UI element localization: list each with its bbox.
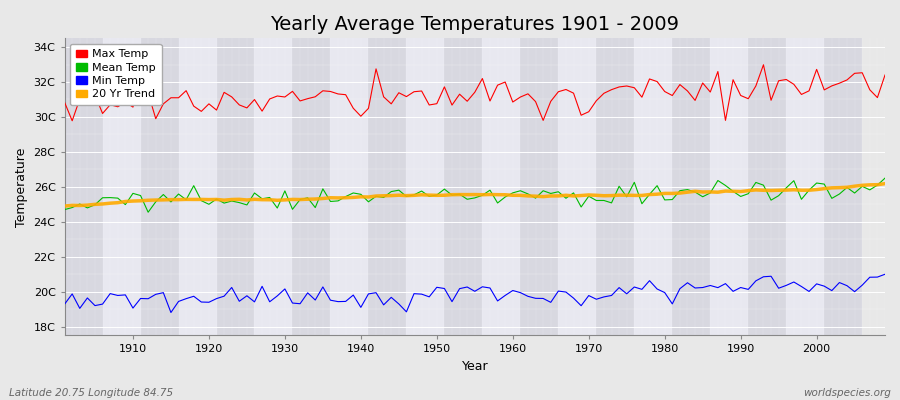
Bar [255,38,292,336]
Bar [748,38,787,336]
Bar [407,38,445,336]
Bar [482,38,520,336]
Bar [558,38,597,336]
Bar [710,38,748,336]
Bar [368,38,407,336]
Legend: Max Temp, Mean Temp, Min Temp, 20 Yr Trend: Max Temp, Mean Temp, Min Temp, 20 Yr Tre… [70,44,161,105]
X-axis label: Year: Year [462,360,488,373]
Bar [634,38,672,336]
Bar [292,38,330,336]
Text: worldspecies.org: worldspecies.org [803,388,891,398]
Bar [520,38,558,336]
Title: Yearly Average Temperatures 1901 - 2009: Yearly Average Temperatures 1901 - 2009 [270,15,680,34]
Y-axis label: Temperature: Temperature [15,147,28,226]
Bar [672,38,710,336]
Bar [330,38,368,336]
Bar [178,38,217,336]
Bar [217,38,255,336]
Bar [140,38,178,336]
Bar [103,38,140,336]
Bar [65,38,103,336]
Text: Latitude 20.75 Longitude 84.75: Latitude 20.75 Longitude 84.75 [9,388,173,398]
Bar [824,38,862,336]
Bar [597,38,634,336]
Bar [787,38,824,336]
Bar [445,38,482,336]
